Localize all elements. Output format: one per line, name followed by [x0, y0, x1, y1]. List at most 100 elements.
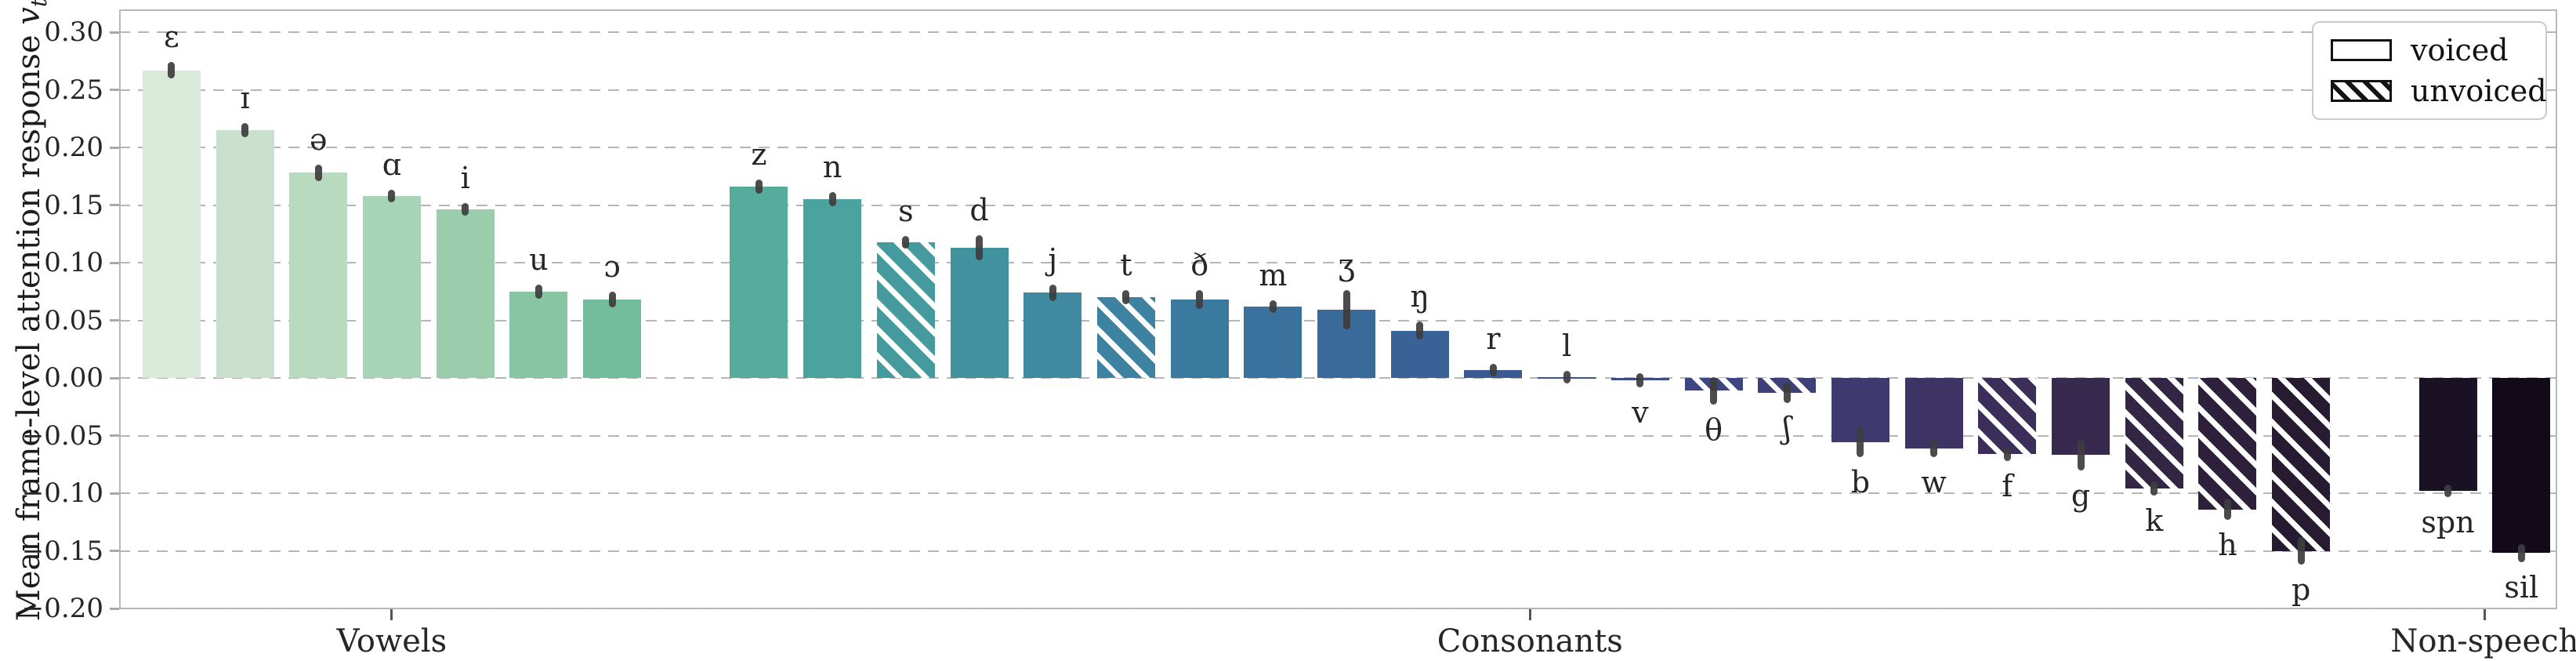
error-bar — [2297, 536, 2305, 565]
error-bar — [1857, 427, 1864, 458]
y-tick-label: 0.15 — [44, 189, 103, 221]
y-axis-tick — [110, 31, 119, 34]
bar-label: f — [2002, 468, 2013, 503]
bar-label: ʒ — [1338, 248, 1355, 283]
y-tick-label: 0.10 — [44, 247, 103, 278]
bar-label: n — [822, 150, 842, 185]
y-tick-label: 0.05 — [44, 304, 103, 336]
error-bar — [388, 189, 396, 202]
error-bar — [902, 235, 910, 249]
bar-label: h — [2218, 527, 2237, 562]
error-bar — [1563, 370, 1571, 383]
bar-label: ɪ — [240, 81, 250, 116]
bar-f — [1978, 378, 2037, 455]
bar-t — [1096, 297, 1155, 378]
gridline — [119, 204, 2557, 206]
y-axis-tick — [110, 204, 119, 206]
bar-label: m — [1259, 257, 1288, 292]
error-bar — [755, 180, 763, 194]
bar-ɑ — [362, 195, 421, 378]
error-bar — [2444, 485, 2452, 498]
unvoiced-swatch-icon — [2331, 80, 2392, 102]
error-bar — [608, 291, 616, 308]
bar-ɪ — [216, 129, 274, 378]
error-bar — [1049, 284, 1056, 301]
error-bar — [1122, 290, 1130, 304]
bar-label: j — [1048, 242, 1058, 277]
y-tick-label: −0.20 — [21, 593, 103, 624]
error-bar — [2517, 543, 2525, 563]
error-bar — [1342, 290, 1350, 330]
error-bar — [2223, 499, 2231, 520]
y-axis-tick — [110, 607, 119, 610]
bar-sil — [2492, 378, 2551, 554]
bar-label: d — [969, 192, 989, 227]
bar-label: ɑ — [382, 147, 402, 182]
bar-spn — [2418, 378, 2477, 492]
y-axis-tick — [110, 492, 119, 495]
bar-label: i — [460, 161, 470, 196]
group-label: Non-speech — [2390, 623, 2576, 659]
bar-label: θ — [1705, 412, 1723, 447]
bar-label: ʃ — [1783, 411, 1792, 446]
error-bar — [1636, 373, 1644, 387]
bar-label: ŋ — [1410, 278, 1429, 314]
group-tick — [390, 609, 393, 620]
error-bar — [241, 123, 249, 137]
y-axis-tick — [110, 434, 119, 437]
gridline — [119, 608, 2557, 609]
bar-label: v — [1632, 394, 1649, 430]
error-bar — [2077, 440, 2085, 470]
voiced-swatch-icon — [2331, 39, 2392, 61]
group-label: Consonants — [1437, 623, 1623, 659]
error-bar — [1489, 363, 1497, 376]
bar-label: ɛ — [164, 20, 179, 55]
y-tick-label: 0.30 — [44, 16, 103, 48]
error-bar — [1416, 321, 1424, 340]
bar-label: u — [529, 242, 549, 277]
bar-label: r — [1486, 321, 1501, 356]
error-bar — [168, 62, 176, 78]
bar-s — [876, 242, 935, 378]
error-bar — [1196, 290, 1204, 309]
y-tick-label: 0.00 — [44, 362, 103, 394]
gridline — [119, 377, 2557, 379]
error-bar — [2150, 481, 2158, 496]
bar-label: sil — [2504, 570, 2539, 605]
bar-label: g — [2071, 478, 2091, 513]
y-axis-tick — [110, 550, 119, 552]
bar-label: t — [1120, 248, 1132, 283]
error-bar — [976, 234, 984, 261]
bar-label: ɔ — [603, 249, 621, 284]
error-bar — [2003, 447, 2011, 461]
bar-ɛ — [142, 70, 201, 378]
bar-label: ə — [310, 122, 328, 158]
bar-p — [2272, 378, 2331, 551]
bar-z — [730, 186, 788, 378]
bar-m — [1244, 306, 1302, 378]
y-tick-label: 0.20 — [44, 132, 103, 163]
y-tick-label: −0.10 — [21, 478, 103, 509]
bar-u — [509, 291, 568, 378]
bar-label: s — [898, 193, 914, 228]
error-bar — [828, 192, 836, 206]
error-bar — [1783, 382, 1791, 404]
y-axis-tick — [110, 376, 119, 380]
error-bar — [1930, 438, 1938, 458]
bar-ɔ — [583, 300, 642, 378]
group-tick — [2483, 609, 2486, 620]
bar-label: b — [1850, 465, 1871, 500]
y-axis-tick — [110, 319, 119, 321]
legend-entry-unvoiced: unvoiced — [2331, 75, 2547, 107]
group-tick — [1528, 609, 1531, 620]
bar-ə — [289, 173, 348, 378]
error-bar — [462, 203, 469, 216]
bar-d — [950, 247, 1009, 378]
gridline — [119, 262, 2557, 263]
y-tick-label: 0.25 — [44, 74, 103, 106]
gridline — [119, 550, 2557, 552]
bar-label: spn — [2421, 505, 2475, 540]
gridline — [119, 434, 2557, 437]
legend-entry-voiced: voiced — [2331, 35, 2528, 66]
